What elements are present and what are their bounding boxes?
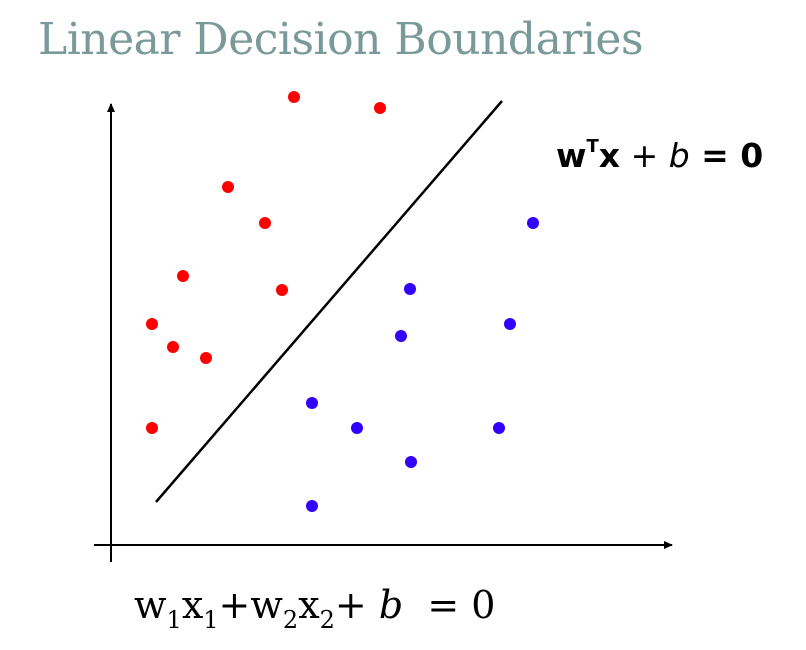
class-b-point	[504, 318, 516, 330]
class-a-point	[259, 217, 271, 229]
equation-w: w	[556, 136, 587, 175]
term-w2-sub: 2	[282, 606, 299, 634]
term-w2: w	[250, 583, 283, 627]
class-b-point	[527, 217, 539, 229]
term-w1-sub: 1	[166, 606, 182, 634]
class-a-points	[146, 91, 386, 434]
term-x1-sub: 1	[203, 606, 219, 634]
class-b-point	[404, 283, 416, 295]
class-a-point	[276, 284, 288, 296]
class-a-point	[167, 341, 179, 353]
equation-b: b	[668, 136, 690, 175]
decision-boundary-line	[155, 100, 503, 503]
term-x1: x	[181, 583, 204, 627]
class-b-point	[405, 456, 417, 468]
class-b-point	[306, 397, 318, 409]
term-x2-sub: 2	[319, 606, 335, 634]
slide-title: Linear Decision Boundaries	[38, 14, 644, 65]
class-a-point	[146, 422, 158, 434]
vector-boundary-equation: wTx + b = 0	[556, 136, 763, 175]
class-b-point	[395, 330, 407, 342]
class-b-point	[306, 500, 318, 512]
class-a-point	[222, 181, 234, 193]
class-a-point	[288, 91, 300, 103]
term-plus-2: +	[334, 583, 379, 627]
scalar-boundary-equation: w1x1+w2x2+ b = 0	[134, 583, 496, 632]
term-b: b	[378, 583, 404, 627]
equation-rhs: = 0	[689, 136, 764, 175]
equation-transpose: T	[586, 136, 599, 157]
term-w1: w	[134, 583, 167, 627]
class-a-point	[200, 352, 212, 364]
class-a-point	[146, 318, 158, 330]
class-b-points	[306, 217, 539, 512]
equation-x: x	[598, 136, 621, 175]
class-b-point	[493, 422, 505, 434]
class-a-point	[177, 270, 189, 282]
class-b-point	[351, 422, 363, 434]
term-rhs: = 0	[403, 583, 496, 627]
term-x2: x	[298, 583, 320, 627]
equation-plus: +	[620, 136, 669, 175]
class-a-point	[374, 102, 386, 114]
term-plus-1: +	[218, 583, 251, 627]
